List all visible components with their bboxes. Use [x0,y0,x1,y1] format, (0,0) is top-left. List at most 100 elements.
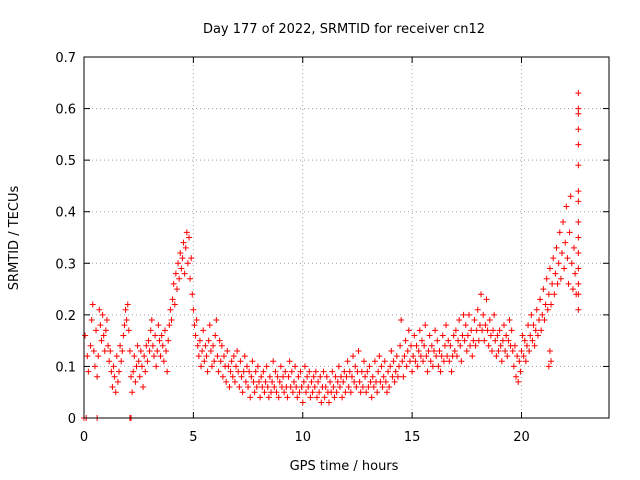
data-point [561,265,568,272]
x-tick-label: 15 [404,430,421,445]
data-point [528,311,535,318]
data-point [536,317,542,324]
data-point [575,306,582,313]
data-point [236,384,243,391]
data-point [160,358,167,365]
data-point [497,342,504,349]
data-point [294,394,301,401]
data-point [163,347,170,354]
data-point [183,229,190,236]
data-point [575,265,582,272]
data-point [176,275,183,282]
data-point [157,353,164,360]
data-point [543,275,550,282]
data-point [171,301,178,308]
data-point [468,327,475,334]
data-point [448,368,455,375]
data-point [575,188,582,195]
data-point [393,353,400,360]
data-point [498,358,505,365]
data-point [562,239,569,246]
data-point [149,342,156,349]
data-point [268,389,275,396]
data-point [99,311,106,318]
data-point [575,90,582,97]
data-point [459,332,466,339]
data-point [520,353,527,360]
data-point [542,301,549,308]
data-point [284,394,291,401]
data-point [300,378,307,385]
data-point [292,363,299,370]
data-point [188,255,195,262]
data-point [286,358,293,365]
data-point [101,347,108,354]
data-point [534,332,541,339]
x-tick-label: 10 [294,430,311,445]
data-point [196,337,203,344]
data-point [552,270,559,277]
data-point [114,378,121,385]
data-point [358,368,365,375]
data-point [293,384,300,391]
data-point [227,368,234,375]
data-point [414,363,421,370]
data-point [550,255,557,262]
data-point [350,353,357,360]
data-point [179,255,186,262]
y-tick-label: 0 [68,412,76,427]
data-point [93,327,100,334]
data-point [533,306,540,313]
data-point [147,327,154,334]
data-point [140,384,147,391]
data-point [486,317,493,324]
data-point [365,384,372,391]
data-point [461,337,468,344]
data-point [546,265,553,272]
data-point [330,384,337,391]
data-point [228,358,235,365]
data-point [91,363,98,370]
data-point [422,322,429,329]
data-point [103,317,110,324]
data-point [382,378,389,385]
y-tick-label: 0.4 [55,206,76,221]
data-point [345,384,352,391]
data-point [564,255,571,262]
data-point [273,389,280,396]
data-point [170,280,177,287]
data-point [141,353,148,360]
data-point [378,363,385,370]
data-point [120,332,127,339]
data-point [133,363,140,370]
data-point [476,322,483,329]
data-point [198,363,205,370]
data-point [85,368,92,375]
data-point [259,384,266,391]
data-point [392,368,399,375]
data-point [207,347,214,354]
data-point [276,378,283,385]
data-point [275,394,282,401]
data-point [421,342,428,349]
data-point [548,358,555,365]
data-point [336,384,343,391]
data-point [404,347,411,354]
data-point [166,322,173,329]
data-point [165,337,172,344]
data-point [575,105,582,112]
data-point [495,347,502,354]
data-point [151,353,157,360]
data-point [110,363,117,370]
data-point [362,373,369,380]
data-point [87,342,94,349]
data-point [575,280,582,287]
data-point [439,332,446,339]
data-point [98,337,105,344]
data-point [352,363,359,370]
data-point [548,301,555,308]
data-point [496,327,503,334]
data-point [341,368,348,375]
data-point [308,378,315,385]
